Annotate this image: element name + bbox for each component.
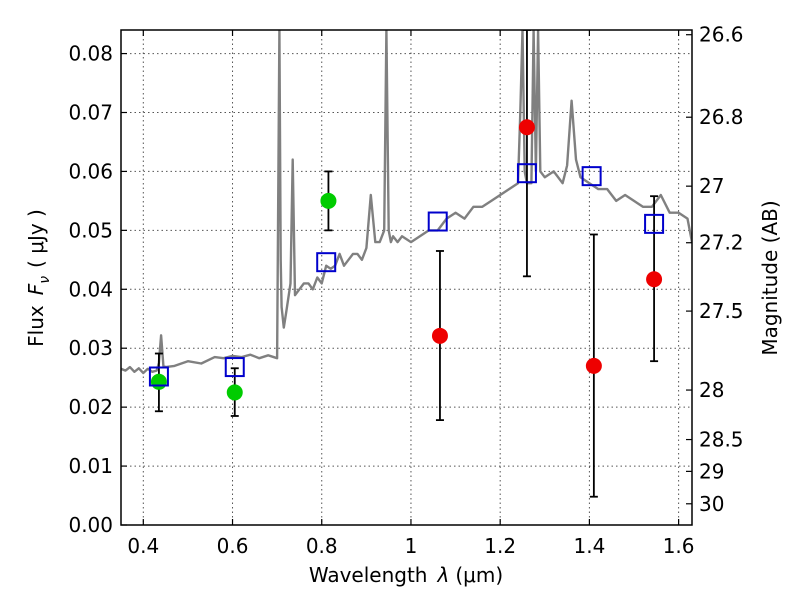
y-tick-label: 0.01 [68, 454, 113, 478]
y2-tick-label: 27 [699, 174, 724, 198]
y-tick-label: 0.06 [68, 159, 113, 183]
x-tick-label: 0.4 [127, 534, 159, 558]
plot-area [121, 30, 692, 498]
y2-tick-label: 26.6 [699, 23, 744, 47]
x-tick-label: 1 [405, 534, 418, 558]
y2-tick-label: 29 [699, 459, 724, 483]
y-tick-label: 0.07 [68, 101, 113, 125]
photometry-point [431, 327, 448, 344]
model-square-marker [516, 163, 537, 184]
y-tick-label: 0.04 [68, 277, 113, 301]
model-square-marker [427, 211, 448, 232]
model-square-marker [581, 166, 602, 187]
y-tick-label: 0.03 [68, 336, 113, 360]
y-axis: 0.00 0.01 0.02 0.03 0.04 0.05 0.06 0.07 0.08 [68, 42, 127, 537]
x-axis-label: Wavelength λ (μm) [309, 563, 503, 587]
model-square-marker [316, 252, 337, 273]
x-axis: 0.4 0.6 0.8 1 1.2 1.4 1.6 [127, 30, 695, 558]
photometry-point [518, 119, 535, 136]
y2-axis: 26.6 26.8 27 27.2 27.5 28 28.5 29 30 [686, 23, 744, 516]
photometry-point [585, 357, 602, 374]
photometry-point [226, 384, 243, 401]
y2-tick-label: 28.5 [699, 428, 744, 452]
y2-tick-label: 26.8 [699, 105, 744, 129]
y2-tick-label: 27.2 [699, 231, 744, 255]
y2-axis-label: Magnitude (AB) [758, 200, 782, 355]
photometry-point [320, 192, 337, 209]
grid-lines [121, 30, 692, 526]
y-axis-label: FluxFν( μJy ) [24, 209, 53, 347]
x-tick-label: 1.2 [484, 534, 516, 558]
model-square-marker [224, 357, 245, 378]
x-tick-label: 1.4 [573, 534, 605, 558]
y-tick-label: 0.02 [68, 395, 113, 419]
spectrum-line [121, 30, 692, 375]
y2-tick-label: 28 [699, 378, 724, 402]
y2-tick-label: 30 [699, 492, 724, 516]
y-tick-label: 0.08 [68, 42, 113, 66]
x-tick-label: 0.8 [306, 534, 338, 558]
y2-tick-label: 27.5 [699, 299, 744, 323]
model-square-marker [148, 366, 169, 387]
y-tick-label: 0.05 [68, 218, 113, 242]
x-tick-label: 1.6 [663, 534, 695, 558]
model-square-marker [644, 213, 665, 234]
photometry-point [646, 271, 663, 288]
plot-frame [120, 29, 693, 526]
photometry-point [150, 373, 167, 390]
y-tick-label: 0.00 [68, 513, 113, 537]
x-tick-label: 0.6 [217, 534, 249, 558]
